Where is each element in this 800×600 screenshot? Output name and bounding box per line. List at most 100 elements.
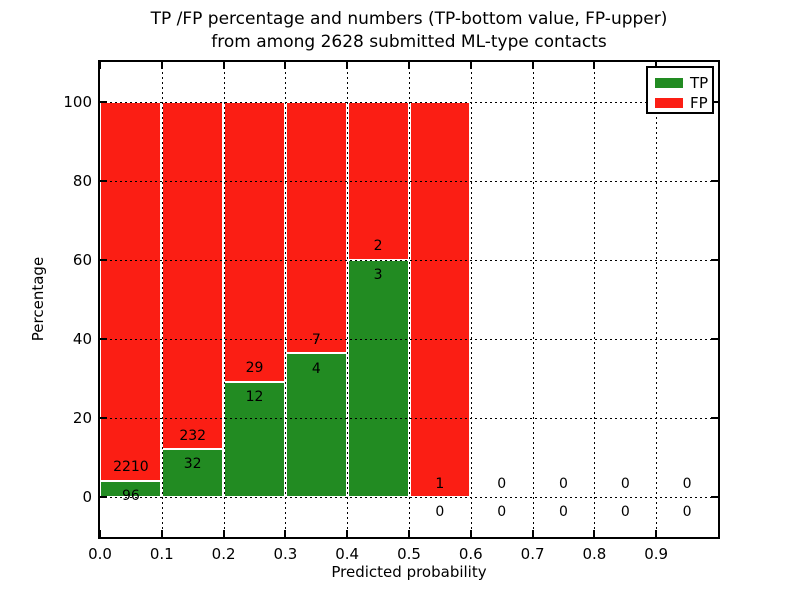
y-tick-mark xyxy=(711,258,718,261)
y-tick-mark xyxy=(100,179,107,182)
fp-count-label: 0 xyxy=(682,475,692,492)
y-tick-mark xyxy=(100,258,107,261)
x-tick-mark xyxy=(284,62,287,69)
tp-legend-label: TP xyxy=(690,74,709,92)
gridline-vertical xyxy=(409,62,410,537)
x-tick-mark xyxy=(346,62,349,69)
tp-count-label: 0 xyxy=(682,504,692,521)
x-tick-mark xyxy=(655,62,658,69)
tp-count-label: 0 xyxy=(435,504,445,521)
gridline-horizontal xyxy=(100,259,718,261)
x-tick-label: 0.4 xyxy=(335,545,360,563)
x-tick-mark xyxy=(593,530,596,537)
gridline-horizontal xyxy=(100,101,718,103)
tp-count-label: 0 xyxy=(620,504,630,521)
x-tick-label: 0.6 xyxy=(458,545,483,563)
x-tick-label: 0.0 xyxy=(88,545,112,563)
tp-count-label: 12 xyxy=(245,388,264,405)
x-tick-mark xyxy=(346,530,349,537)
fp-count-label: 1 xyxy=(435,475,445,492)
x-tick-label: 0.2 xyxy=(211,545,236,563)
fp-count-label: 2210 xyxy=(113,459,149,476)
tp-bar-segment xyxy=(347,259,409,498)
fp-bar-segment xyxy=(100,101,162,481)
fp-count-label: 0 xyxy=(559,475,568,492)
x-tick-mark xyxy=(160,62,163,69)
gridline-vertical xyxy=(656,62,658,537)
y-tick-label: 40 xyxy=(72,330,92,349)
gridline-vertical xyxy=(285,62,287,537)
tp-count-label: 0 xyxy=(497,504,507,521)
tp-count-label: 96 xyxy=(121,487,140,504)
fp-count-label: 232 xyxy=(179,427,207,444)
gridline-vertical xyxy=(347,62,349,537)
y-axis-label: Percentage xyxy=(29,256,47,342)
x-tick-mark xyxy=(531,530,534,537)
y-tick-mark xyxy=(100,417,107,420)
x-tick-label: 0.8 xyxy=(582,545,607,563)
tp-count-label: 32 xyxy=(183,456,202,473)
tp-bar-segment xyxy=(161,449,224,498)
tp-count-label: 0 xyxy=(559,504,568,521)
x-tick-mark xyxy=(531,62,534,69)
fp-bar-segment xyxy=(285,101,348,354)
x-tick-mark xyxy=(222,62,225,69)
x-tick-label: 0.7 xyxy=(520,545,545,563)
y-tick-mark xyxy=(100,100,107,103)
gridline-vertical xyxy=(470,62,472,537)
gridline-horizontal xyxy=(100,180,718,182)
legend-item-tp: TP xyxy=(655,73,712,93)
y-tick-mark xyxy=(711,338,718,341)
x-tick-mark xyxy=(99,62,101,69)
x-tick-mark xyxy=(469,62,472,69)
fp-count-label: 0 xyxy=(497,475,507,492)
y-tick-label: 20 xyxy=(72,409,92,428)
gridline-horizontal xyxy=(100,418,718,420)
y-tick-mark xyxy=(711,100,718,103)
fp-bar-segment xyxy=(161,101,224,450)
fp-legend-label: FP xyxy=(690,94,708,112)
y-tick-mark xyxy=(711,179,718,182)
tp-bar-segment xyxy=(223,381,286,498)
gridline-vertical xyxy=(594,62,596,537)
y-tick-label: 0 xyxy=(82,488,92,507)
y-tick-mark xyxy=(100,338,107,341)
x-tick-mark xyxy=(160,530,163,537)
x-tick-label: 0.9 xyxy=(644,545,669,563)
fp-count-label: 29 xyxy=(245,360,264,377)
x-tick-mark xyxy=(222,530,225,537)
legend: TP FP xyxy=(646,66,714,114)
x-tick-mark xyxy=(408,530,410,537)
y-tick-mark xyxy=(711,417,718,420)
fp-count-label: 7 xyxy=(311,332,321,349)
y-tick-label: 100 xyxy=(63,92,92,111)
fp-count-label: 0 xyxy=(620,475,630,492)
x-tick-mark xyxy=(469,530,472,537)
tp-count-label: 4 xyxy=(311,360,321,377)
tp-legend-swatch xyxy=(655,78,683,88)
fp-bar-segment xyxy=(409,101,471,498)
x-tick-mark xyxy=(593,62,596,69)
legend-item-fp: FP xyxy=(655,93,712,113)
x-tick-mark xyxy=(99,530,101,537)
fp-legend-swatch xyxy=(655,98,683,108)
x-tick-mark xyxy=(284,530,287,537)
x-tick-mark xyxy=(408,62,410,69)
x-tick-label: 0.5 xyxy=(397,545,421,563)
gridline-horizontal xyxy=(100,497,718,499)
fp-count-label: 2 xyxy=(373,238,383,255)
chart-title: TP /FP percentage and numbers (TP-bottom… xyxy=(100,8,718,54)
y-tick-mark xyxy=(711,496,718,499)
x-axis-label: Predicted probability xyxy=(331,563,487,581)
y-tick-label: 80 xyxy=(72,171,92,190)
gridline-vertical xyxy=(532,62,534,537)
gridline-horizontal xyxy=(100,339,718,341)
y-tick-label: 60 xyxy=(72,250,92,269)
x-tick-label: 0.1 xyxy=(149,545,174,563)
gridline-vertical xyxy=(161,62,163,537)
y-tick-mark xyxy=(100,496,107,499)
tp-count-label: 3 xyxy=(373,266,383,283)
chart-title-line1: TP /FP percentage and numbers (TP-bottom… xyxy=(150,9,668,29)
chart-title-line2: from among 2628 submitted ML-type contac… xyxy=(211,32,607,52)
